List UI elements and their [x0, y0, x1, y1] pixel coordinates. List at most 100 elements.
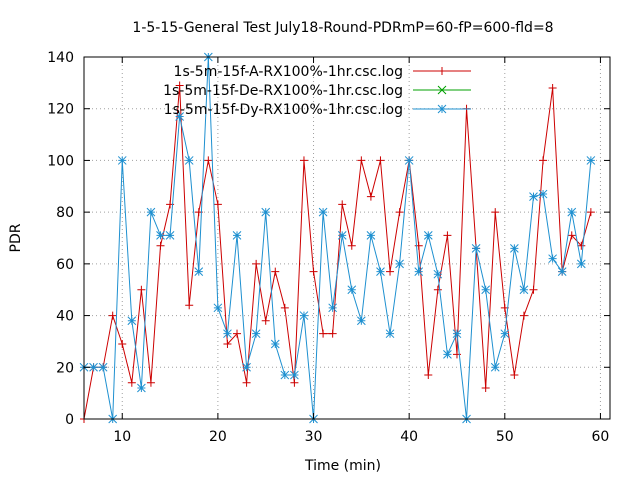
data-point — [137, 383, 146, 393]
data-point — [185, 301, 194, 310]
data-point — [338, 200, 347, 209]
data-point — [443, 231, 452, 240]
data-point — [309, 267, 318, 276]
data-point — [395, 259, 404, 269]
data-point — [127, 378, 136, 387]
data-point — [137, 285, 146, 294]
data-point — [567, 207, 577, 217]
data-point — [337, 231, 347, 240]
y-tick-label: 140 — [47, 50, 74, 66]
y-tick-label: 100 — [47, 153, 74, 169]
x-axis-label: Time (min) — [304, 458, 381, 474]
x-tick-label: 40 — [400, 429, 418, 445]
data-point — [146, 378, 155, 387]
y-axis-label: PDR — [8, 223, 24, 252]
data-point — [452, 329, 462, 339]
data-point — [471, 243, 481, 253]
data-point — [433, 269, 443, 279]
data-point — [233, 329, 242, 338]
data-point — [490, 362, 500, 372]
data-point — [165, 231, 175, 240]
data-point — [175, 81, 184, 90]
data-point — [357, 156, 366, 165]
data-point — [232, 231, 242, 240]
data-point — [529, 285, 538, 294]
data-point — [423, 231, 433, 240]
data-point — [510, 243, 519, 253]
data-point — [184, 156, 194, 165]
legend-marker — [438, 67, 446, 75]
data-point — [280, 370, 290, 380]
x-tick-label: 30 — [305, 429, 323, 445]
data-point — [271, 267, 280, 276]
legend: 1s-5m-15f-A-RX100%-1hr.csc.log 1s-5m-15f-… — [163, 64, 471, 118]
data-point — [500, 329, 510, 339]
data-point — [156, 241, 165, 250]
data-point — [251, 329, 261, 339]
data-point — [347, 241, 356, 250]
grid-lines — [84, 57, 610, 419]
data-point — [213, 303, 223, 313]
y-tick-label: 0 — [65, 412, 74, 428]
data-point — [328, 329, 337, 338]
data-point — [252, 259, 261, 268]
data-point — [213, 200, 222, 209]
data-point — [290, 378, 299, 387]
legend-label: 1s-5m-15f-Dy-RX100%-1hr.csc.log — [164, 102, 403, 118]
data-point — [366, 231, 376, 240]
data-point — [117, 156, 127, 165]
data-point — [328, 303, 338, 313]
y-tick-label: 80 — [56, 205, 74, 221]
data-point — [404, 156, 414, 165]
legend-marker — [437, 104, 447, 114]
data-point — [204, 156, 213, 165]
data-point — [366, 192, 375, 201]
data-point — [433, 285, 442, 294]
data-point — [318, 207, 328, 217]
data-point — [108, 311, 117, 320]
data-point — [261, 207, 271, 217]
data-point — [576, 259, 586, 269]
y-tick-label: 40 — [56, 309, 74, 325]
data-point — [89, 362, 98, 372]
data-point — [223, 340, 232, 349]
x-tick-label: 20 — [209, 429, 227, 445]
data-point — [118, 340, 127, 349]
data-point — [539, 156, 548, 165]
x-tick-label: 60 — [592, 429, 610, 445]
data-point — [270, 339, 280, 349]
data-point — [386, 267, 395, 276]
legend-label: 1s-5m-15f-A-RX100%-1hr.csc.log — [174, 64, 403, 80]
data-point — [519, 285, 529, 295]
data-point — [385, 329, 395, 339]
plot-frame — [83, 56, 611, 420]
y-tick-label: 20 — [56, 360, 74, 376]
data-point — [242, 378, 251, 387]
data-point — [242, 362, 251, 372]
data-point — [299, 156, 308, 165]
x-tick-label: 50 — [496, 429, 514, 445]
data-point — [586, 208, 595, 217]
legend-label: 1s-5m-15f-De-RX100%-1hr.csc.log — [163, 83, 403, 99]
data-point — [577, 241, 586, 250]
data-point — [280, 303, 289, 312]
data-point — [127, 316, 137, 326]
chart-title: 1-5-15-General Test July18-Round-PDRmP=6… — [132, 20, 553, 36]
data-point — [538, 189, 548, 199]
data-point — [586, 156, 596, 165]
data-point — [548, 84, 557, 93]
data-point — [529, 192, 538, 201]
data-point — [548, 254, 557, 264]
data-point — [194, 267, 204, 276]
legend-marker — [437, 85, 447, 95]
axis-ticks: 0 20 40 60 80 100 120 140 10 20 30 40 50 60 — [47, 50, 610, 445]
data-point — [414, 267, 424, 276]
data-point — [347, 285, 357, 295]
data-point — [567, 231, 576, 240]
data-point — [175, 112, 184, 121]
data-point — [519, 311, 528, 320]
data-point — [481, 383, 490, 392]
data-point — [481, 285, 491, 295]
data-point — [98, 362, 108, 372]
